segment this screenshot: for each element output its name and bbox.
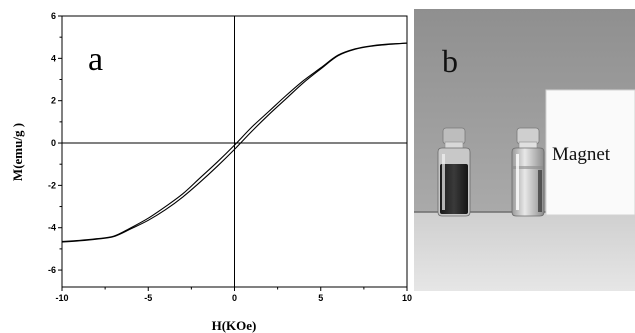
y-axis-ticks: -6 -4 -2 0 2 4 6 — [48, 11, 62, 275]
table-surface — [414, 212, 635, 291]
y-tick-label: -6 — [48, 265, 56, 275]
x-axis-ticks: -10 -5 0 5 10 — [55, 287, 412, 303]
x-tick-label: -10 — [55, 293, 68, 303]
vial-dark — [437, 127, 471, 217]
panel-label-b: b — [442, 43, 458, 79]
hysteresis-loop — [61, 42, 408, 243]
y-tick-label: -4 — [48, 223, 56, 233]
y-axis-title: M(emu/g ) — [10, 123, 25, 181]
x-tick-label: -5 — [144, 293, 152, 303]
magnet-label: Magnet — [552, 144, 611, 165]
x-tick-label: 0 — [232, 293, 237, 303]
magnetization-plot: -10 -5 0 5 10 -6 -4 -2 0 2 4 6 a H(KOe) M(emu/g ) — [10, 11, 412, 333]
x-axis-title: H(KOe) — [212, 318, 257, 333]
y-tick-label: 6 — [51, 11, 56, 21]
y-tick-label: -2 — [48, 180, 56, 190]
hysteresis-branch-2 — [61, 42, 408, 243]
magnet-photo: Magnet b — [414, 9, 635, 291]
x-tick-label: 10 — [402, 293, 412, 303]
x-tick-label: 5 — [318, 293, 323, 303]
vial-clear — [511, 127, 545, 217]
y-tick-label: 4 — [51, 53, 56, 63]
y-tick-label: 0 — [51, 138, 56, 148]
panel-label-a: a — [88, 41, 103, 78]
y-tick-label: 2 — [51, 96, 56, 106]
magnet-block — [545, 89, 635, 216]
